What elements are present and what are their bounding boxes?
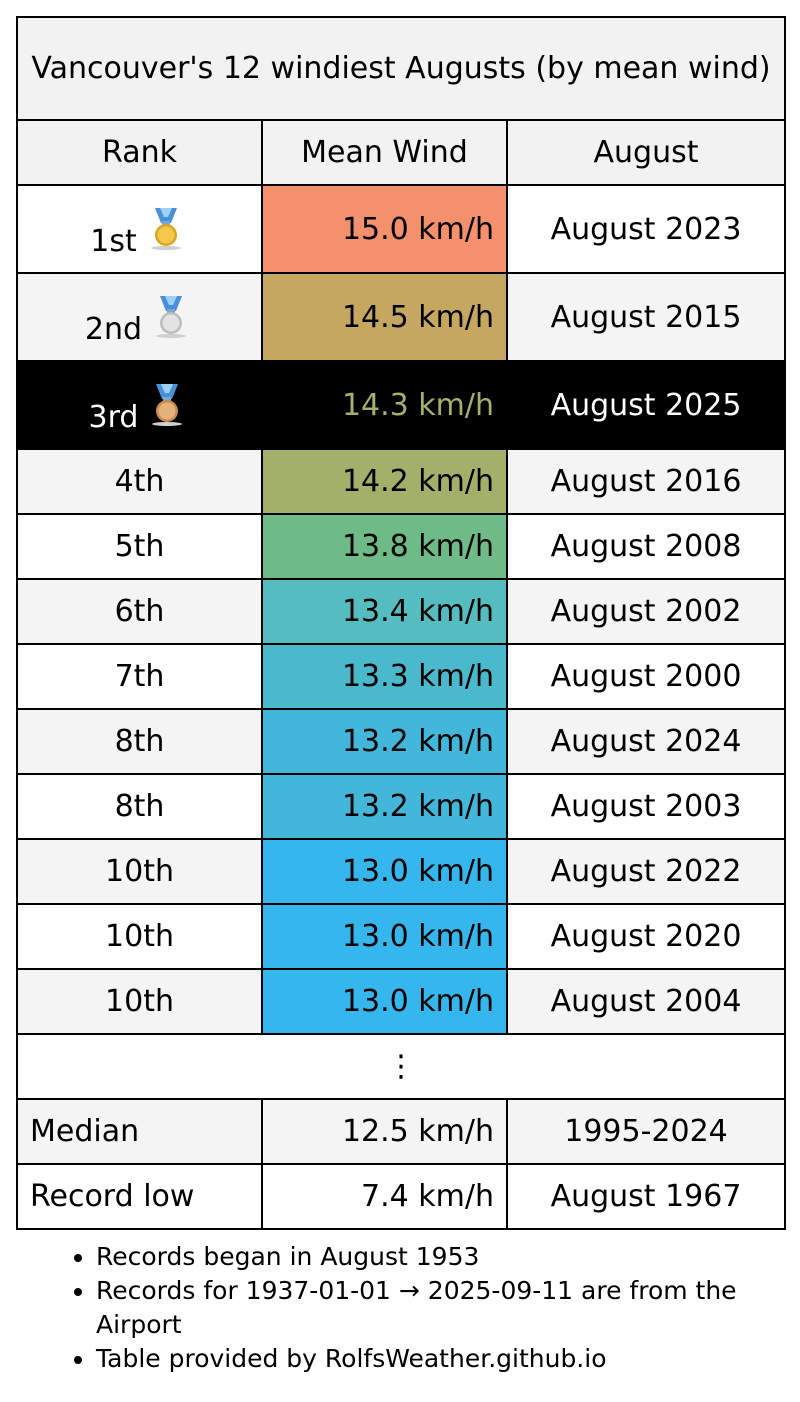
- rank-cell: 10th: [16, 838, 263, 905]
- footnote-item: Records began in August 1953: [96, 1240, 776, 1274]
- month-cell: August 2015: [505, 272, 787, 362]
- table-row: 8th 13.2 km/h August 2003: [16, 773, 787, 840]
- month-cell: August 2003: [505, 773, 787, 840]
- rank-cell: 1st: [16, 184, 263, 274]
- rank-cell: 6th: [16, 578, 263, 645]
- rank-cell: 5th: [16, 513, 263, 580]
- table-row: 5th 13.8 km/h August 2008: [16, 513, 787, 580]
- month-cell: August 2008: [505, 513, 787, 580]
- table-row: 4th 14.2 km/h August 2016: [16, 448, 787, 515]
- record-low-wind: 7.4 km/h: [261, 1163, 508, 1230]
- rank-cell: 8th: [16, 708, 263, 775]
- mean-wind-cell: 13.0 km/h: [261, 838, 508, 905]
- rank-cell: 2nd: [16, 272, 263, 362]
- month-cell: August 2025: [505, 360, 787, 450]
- column-header-rank: Rank: [16, 119, 263, 186]
- rank-cell: 8th: [16, 773, 263, 840]
- rank-cell: 7th: [16, 643, 263, 710]
- median-row: Median 12.5 km/h 1995-2024: [16, 1098, 787, 1165]
- rank-label: 3rd: [88, 400, 139, 435]
- mean-wind-cell: 13.8 km/h: [261, 513, 508, 580]
- footnote-item: Table provided by RolfsWeather.github.io: [96, 1342, 776, 1376]
- table-row: 6th 13.4 km/h August 2002: [16, 578, 787, 645]
- column-header-mean-wind: Mean Wind: [261, 119, 508, 186]
- month-cell: August 2020: [505, 903, 787, 970]
- rank-label: 5th: [114, 529, 165, 564]
- rank-label: 10th: [105, 984, 174, 1019]
- footnote-item: Records for 1937-01-01 → 2025-09-11 are …: [96, 1274, 776, 1342]
- table-row: 8th 13.2 km/h August 2024: [16, 708, 787, 775]
- rank-label: 10th: [105, 919, 174, 954]
- rank-label: 10th: [105, 854, 174, 889]
- median-wind: 12.5 km/h: [261, 1098, 508, 1165]
- month-cell: August 2022: [505, 838, 787, 905]
- mean-wind-cell: 13.2 km/h: [261, 773, 508, 840]
- month-cell: August 2024: [505, 708, 787, 775]
- rank-label: 4th: [114, 464, 165, 499]
- record-low-label: Record low: [16, 1163, 263, 1230]
- gold-medal-icon: [143, 205, 189, 259]
- rank-label: 7th: [114, 659, 165, 694]
- record-low-row: Record low 7.4 km/h August 1967: [16, 1163, 787, 1230]
- mean-wind-cell: 14.2 km/h: [261, 448, 508, 515]
- windiest-augusts-table: Vancouver's 12 windiest Augusts (by mean…: [15, 16, 787, 1230]
- mean-wind-cell: 15.0 km/h: [261, 184, 508, 274]
- mean-wind-cell: 13.4 km/h: [261, 578, 508, 645]
- table-row: 10th 13.0 km/h August 2004: [16, 968, 787, 1035]
- rank-cell: 10th: [16, 968, 263, 1035]
- table-row: 10th 13.0 km/h August 2020: [16, 903, 787, 970]
- median-period: 1995-2024: [505, 1098, 787, 1165]
- table-row: 7th 13.3 km/h August 2000: [16, 643, 787, 710]
- rank-label: 1st: [90, 224, 137, 259]
- month-cell: August 2000: [505, 643, 787, 710]
- bronze-medal-icon: [144, 381, 190, 435]
- rank-label: 8th: [114, 724, 165, 759]
- month-cell: August 2002: [505, 578, 787, 645]
- silver-medal-icon: [148, 293, 194, 347]
- rank-cell: 3rd: [16, 360, 263, 450]
- table-row: 1st 15.0 km/h August 2023: [16, 184, 787, 274]
- mean-wind-cell: 13.2 km/h: [261, 708, 508, 775]
- median-label: Median: [16, 1098, 263, 1165]
- table-row: 2nd 14.5 km/h August 2015: [16, 272, 787, 362]
- rank-cell: 4th: [16, 448, 263, 515]
- table-body: 1st 15.0 km/h August 2023 2nd 14.5 km/h Augus…: [16, 184, 787, 1035]
- mean-wind-cell: 13.0 km/h: [261, 968, 508, 1035]
- mean-wind-cell: 13.3 km/h: [261, 643, 508, 710]
- table-row: 3rd 14.3 km/h August 2025: [16, 360, 787, 450]
- table-row: 10th 13.0 km/h August 2022: [16, 838, 787, 905]
- month-cell: August 2023: [505, 184, 787, 274]
- column-header-august: August: [505, 119, 787, 186]
- rank-label: 8th: [114, 789, 165, 824]
- rank-label: 2nd: [84, 312, 143, 347]
- ellipsis-text: ⋮: [15, 1033, 787, 1100]
- footnotes-list: Records began in August 1953 Records for…: [58, 1240, 776, 1376]
- month-cell: August 2016: [505, 448, 787, 515]
- mean-wind-cell: 14.5 km/h: [261, 272, 508, 362]
- ellipsis-row: ⋮: [15, 1033, 787, 1100]
- mean-wind-cell: 13.0 km/h: [261, 903, 508, 970]
- month-cell: August 2004: [505, 968, 787, 1035]
- rank-label: 6th: [114, 594, 165, 629]
- table-title: Vancouver's 12 windiest Augusts (by mean…: [15, 16, 787, 121]
- record-low-month: August 1967: [505, 1163, 787, 1230]
- mean-wind-cell: 14.3 km/h: [261, 360, 508, 450]
- rank-cell: 10th: [16, 903, 263, 970]
